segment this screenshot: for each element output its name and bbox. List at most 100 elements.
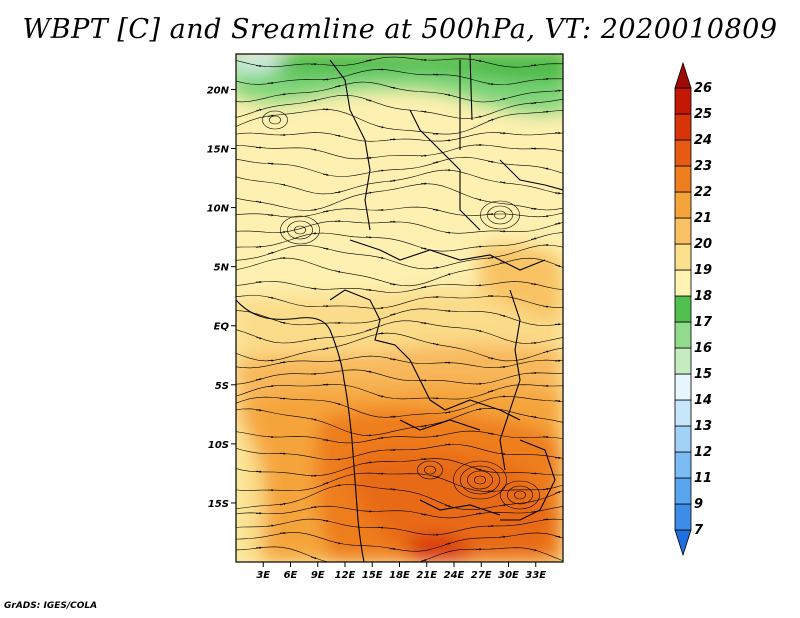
streamlines (236, 56, 563, 562)
streamline-arrow (554, 264, 561, 268)
lon-tick-label: 18E (389, 570, 410, 581)
colorbar-label: 7 (694, 523, 704, 538)
streamline-arrow (365, 236, 372, 239)
streamline-arrow (365, 370, 372, 373)
colorbar-label: 24 (694, 133, 712, 148)
streamline-arrow (334, 542, 341, 545)
coastlines-borders (236, 54, 563, 562)
colorbar-segment (674, 243, 692, 271)
streamline-arrow (334, 190, 341, 194)
eddy (287, 220, 313, 240)
streamline-arrow (554, 89, 561, 92)
lon-tick-label: 30E (498, 570, 519, 581)
streamline-arrow (475, 329, 482, 332)
streamline-arrow (530, 548, 537, 552)
eddy (500, 480, 540, 510)
streamline-arrow (310, 99, 317, 102)
lat-tick-label: 10S (208, 440, 229, 451)
streamline-arrow (334, 134, 341, 138)
colorbar-label: 23 (694, 159, 712, 174)
streamline (236, 109, 563, 135)
streamline-arrow (255, 245, 262, 249)
streamline-arrow (322, 108, 329, 111)
streamline-arrow (365, 461, 372, 464)
streamline-arrow (420, 247, 427, 250)
lat-tick-label: 20N (207, 85, 230, 96)
streamline (236, 244, 563, 270)
streamline-arrow (365, 328, 372, 332)
lat-tick-label: 10N (207, 204, 230, 215)
streamline-arrow (365, 191, 372, 195)
streamline-arrow (377, 395, 384, 398)
streamline-arrow (420, 110, 427, 113)
colorbar-label: 18 (694, 289, 712, 304)
eddy (480, 200, 520, 230)
colorbar-label: 11 (694, 471, 712, 486)
streamline-arrow (432, 208, 439, 212)
colorbar-segment (674, 425, 692, 453)
streamline-arrow (444, 93, 451, 97)
streamline-arrow (310, 148, 317, 151)
colorbar-label: 21 (694, 211, 712, 226)
streamline-arrow (499, 395, 506, 398)
streamline-arrow (322, 247, 329, 251)
colorbar-label: 26 (694, 81, 712, 96)
credit-label: GrADS: IGES/COLA (4, 601, 98, 611)
eddy (460, 465, 500, 495)
lon-tick-label: 15E (362, 570, 383, 581)
streamline-arrow (322, 210, 329, 213)
colorbar-segment (674, 217, 692, 245)
streamline (236, 56, 563, 68)
streamline-arrow (554, 131, 561, 135)
streamline (236, 94, 563, 119)
eddy (280, 215, 320, 245)
streamline-arrow (334, 220, 341, 223)
streamline-arrow (389, 220, 396, 223)
colorbar-segment (674, 113, 692, 141)
streamline-arrow (279, 93, 286, 96)
streamline-arrow (554, 491, 561, 494)
eddy (494, 210, 506, 220)
streamline (236, 320, 563, 344)
lon-axis: 3E 6E 9E 12E 15E 18E 21E 24E 27E 30E 33E (256, 562, 546, 581)
lon-tick-label: 6E (284, 570, 298, 581)
streamline-arrow (255, 378, 262, 381)
streamline (236, 505, 563, 519)
streamline-arrow (267, 435, 274, 439)
streamline (236, 407, 563, 436)
streamline-arrow (487, 118, 494, 122)
streamline-arrow (267, 162, 274, 165)
lat-tick-label: 15S (208, 499, 229, 510)
streamline-arrow (255, 470, 262, 473)
streamline-arrow (499, 314, 506, 318)
lat-tick-label: 5S (215, 381, 229, 392)
lon-tick-label: 21E (416, 570, 437, 581)
lon-tick-label: 12E (335, 570, 356, 581)
streamline-arrow (444, 542, 451, 545)
streamline (236, 144, 563, 160)
eddy (294, 225, 306, 235)
streamline-arrow (389, 488, 396, 491)
colorbar-segment (674, 399, 692, 427)
streamline-arrow (310, 208, 317, 211)
eddy (487, 205, 513, 225)
streamline-arrow (475, 115, 482, 119)
streamline-arrow (365, 99, 372, 102)
colorbar-label: 9 (694, 497, 703, 512)
colorbar-label: 25 (694, 107, 712, 122)
streamline-arrow (542, 305, 549, 308)
streamline-arrow (542, 350, 549, 353)
streamline (236, 369, 563, 385)
streamline-arrow (267, 114, 274, 117)
streamline-arrow (487, 160, 494, 164)
streamline-arrow (420, 379, 427, 382)
streamline (236, 384, 563, 400)
streamline-arrow (530, 101, 537, 105)
streamline-arrow (487, 389, 494, 393)
streamline-arrow (499, 230, 506, 233)
streamline-arrow (420, 559, 427, 562)
streamline-arrow (475, 407, 482, 411)
streamline-arrow (475, 245, 482, 248)
streamline-arrow (499, 535, 506, 539)
streamline-arrow (444, 273, 451, 276)
